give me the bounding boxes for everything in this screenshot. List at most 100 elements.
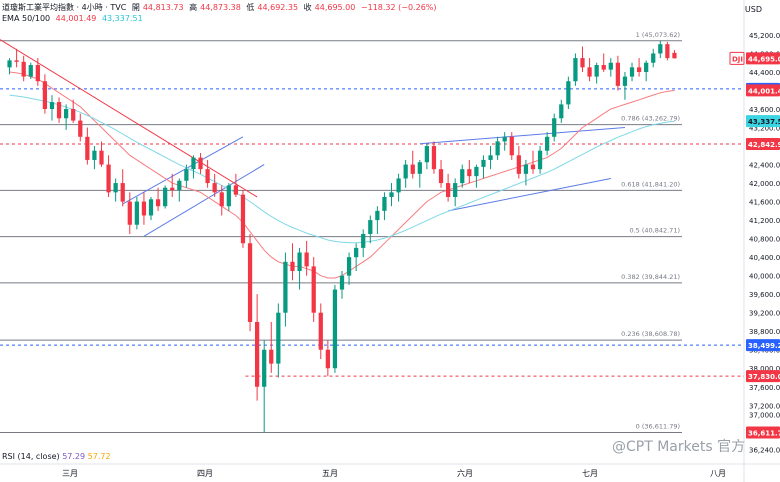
candle-body (233, 185, 239, 195)
ema-legend[interactable]: EMA 50/100 44,001.49 43,337.51 (2, 14, 146, 23)
candle-body (615, 62, 620, 86)
candle-body (106, 164, 111, 193)
candle-body (424, 146, 430, 163)
candle-body (403, 164, 408, 179)
y-tick-label: 37,600.00 (749, 384, 780, 392)
candle-body (445, 183, 451, 197)
symbol-title[interactable]: 道瓊斯工業平均指數 · 4小時 · TVC (2, 3, 127, 12)
candle-body (573, 58, 578, 82)
y-tick-label: 43,600.00 (749, 106, 780, 114)
price-tag-label: 44,001.49 (748, 87, 780, 95)
open-value: 44,813.73 (142, 3, 184, 12)
trend-channel-line (143, 164, 265, 237)
candle-body (184, 169, 189, 181)
y-tick-label: 39,600.00 (749, 291, 780, 299)
rsi-value-2: 57.72 (87, 452, 111, 461)
candle-body (332, 289, 338, 369)
candle-body (368, 220, 373, 234)
candle-body (269, 349, 274, 364)
candle-body (170, 187, 175, 191)
price-tag (746, 370, 780, 383)
candle-body (78, 120, 83, 137)
candle-body (460, 169, 465, 184)
candle-body (64, 109, 69, 119)
trend-channel-line (448, 177, 611, 212)
candle-body (35, 65, 40, 82)
price-tag (746, 52, 780, 65)
y-tick-label: 43,200.00 (749, 125, 780, 133)
fib-label: 0.786 (43,262.79) (621, 115, 680, 123)
y-tick-label: 42,400.00 (749, 162, 780, 170)
fib-label: 0 (36,611.79) (636, 423, 680, 431)
close-value: 44,695.00 (314, 3, 356, 12)
price-tag (746, 426, 780, 439)
open-label: 開 (131, 3, 140, 12)
candle-body (262, 349, 267, 387)
candle-body (283, 261, 288, 313)
ema100-line (9, 94, 675, 244)
price-tag-label: 38,499.27 (748, 342, 780, 350)
low-label: 低 (246, 3, 255, 12)
candle-body (28, 65, 33, 77)
candle-body (636, 67, 642, 72)
candle-body (71, 109, 76, 121)
candle-body (523, 164, 529, 174)
candle-body (629, 67, 635, 77)
candle-body (56, 102, 62, 119)
candle-body (537, 150, 543, 170)
candle-body (375, 210, 380, 221)
candle-body (297, 252, 302, 272)
candle-body (361, 234, 366, 248)
x-tick-label: 八月 (710, 469, 726, 478)
candle-body (346, 257, 352, 276)
candle-body (325, 349, 330, 369)
candle-body (658, 44, 663, 54)
y-tick-label: 42,000.00 (749, 180, 780, 188)
candle-body (276, 312, 281, 364)
price-tag-label: 42,842.98 (748, 141, 780, 149)
candle-body (481, 159, 486, 167)
price-tag-label: DJI (732, 55, 743, 63)
candle-body (127, 201, 132, 225)
candle-body (382, 196, 387, 211)
low-value: 44,692.35 (257, 3, 299, 12)
candle-body (580, 58, 585, 68)
candle-body (651, 53, 656, 63)
y-tick-label: 44,400.00 (749, 69, 780, 77)
candle-body (467, 169, 472, 177)
candle-body (552, 118, 557, 137)
candle-body (205, 169, 210, 184)
ema50-value: 44,001.49 (55, 14, 97, 23)
candle-body (254, 321, 260, 387)
ema-label: EMA 50/100 (2, 14, 51, 23)
fib-label: 1 (45,073.62) (636, 31, 680, 39)
candle-body (587, 67, 592, 77)
candle-body (134, 201, 139, 225)
fib-label: 0.236 (38,608.78) (621, 330, 680, 338)
trend-channel-line (122, 136, 244, 205)
candle-body (148, 199, 154, 216)
candle-body (21, 61, 26, 77)
candle-body (92, 150, 97, 160)
candle-body (665, 44, 670, 59)
currency-label[interactable]: USD (744, 5, 762, 14)
chart-header: 道瓊斯工業平均指數 · 4小時 · TVC 開 44,813.73 高 44,873… (2, 2, 440, 13)
candle-body (672, 52, 677, 59)
x-tick-label: 七月 (582, 469, 598, 478)
fib-label: 0.618 (41,841.20) (621, 180, 680, 188)
candle-body (191, 157, 196, 170)
y-tick-label: 37,000.00 (749, 412, 780, 420)
candle-body (431, 146, 437, 170)
candle-body (438, 169, 444, 184)
candle-body (240, 194, 246, 244)
close-label: 收 (303, 3, 312, 12)
candle-body (311, 266, 316, 313)
rsi-legend[interactable]: RSI (14, close) 57.29 57.72 (2, 452, 111, 461)
candle-body (545, 136, 550, 151)
price-tag (746, 138, 780, 151)
high-value: 44,873.38 (200, 3, 241, 12)
candle-body (212, 183, 217, 193)
watermark: @CPT Markets 官方 (612, 439, 746, 455)
